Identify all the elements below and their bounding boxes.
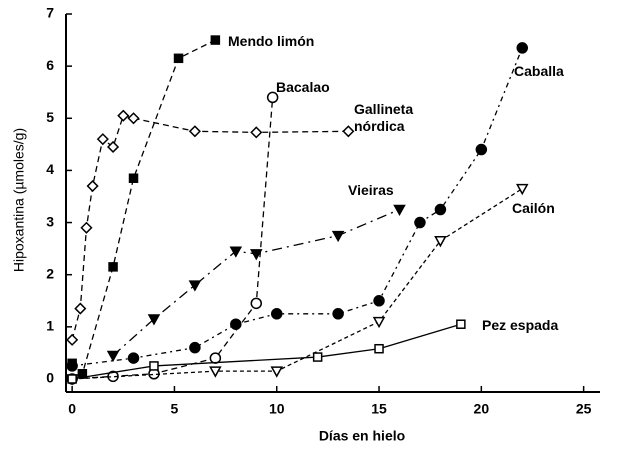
marker <box>189 341 201 354</box>
marker <box>66 360 78 372</box>
series-label: Caballa <box>514 63 564 79</box>
marker <box>331 230 345 243</box>
marker <box>414 216 426 229</box>
x-tick-label: 15 <box>371 401 387 417</box>
marker <box>250 249 263 261</box>
marker <box>250 126 263 139</box>
marker <box>373 295 385 307</box>
marker <box>127 352 140 364</box>
x-tick-label: 5 <box>171 401 179 417</box>
series-label: Pez espada <box>482 317 559 333</box>
marker <box>128 173 139 183</box>
series-line <box>72 323 462 380</box>
marker <box>210 35 221 45</box>
marker <box>106 350 120 363</box>
x-tick-label: 20 <box>474 401 490 417</box>
marker <box>229 246 243 258</box>
series-label-box: Caballa <box>514 63 564 79</box>
marker <box>266 91 279 104</box>
series-label: Bacalao <box>276 79 330 95</box>
marker <box>393 204 406 217</box>
series-label: Gallineta nórdica <box>354 101 414 134</box>
series-line <box>72 188 523 380</box>
marker <box>270 366 284 378</box>
marker <box>117 109 130 122</box>
marker <box>475 143 488 156</box>
marker <box>374 343 384 354</box>
marker <box>173 53 184 64</box>
marker <box>372 316 386 329</box>
series-label: Cailón <box>512 200 555 216</box>
marker <box>434 203 447 216</box>
y-tick-label: 2 <box>46 265 54 281</box>
x-tick-label: 0 <box>68 401 76 417</box>
marker <box>80 221 93 234</box>
series-label-box: Gallineta nórdica <box>354 101 414 134</box>
marker <box>270 308 283 320</box>
series-line <box>112 208 400 356</box>
marker <box>342 125 355 138</box>
marker <box>209 366 222 378</box>
series-line <box>71 114 349 341</box>
series-label-box: Cailón <box>512 200 555 216</box>
marker <box>515 183 529 196</box>
y-tick-label: 1 <box>46 318 54 334</box>
marker <box>312 352 323 362</box>
series-label-box: Mendo limón <box>228 33 315 49</box>
marker <box>86 179 99 193</box>
y-tick-label: 5 <box>46 109 54 125</box>
y-tick-label: 7 <box>46 5 54 21</box>
x-tick-label: 10 <box>269 401 285 417</box>
x-tick-label: 25 <box>576 401 592 417</box>
marker <box>74 302 87 315</box>
series-label-box: Bacalao <box>276 79 330 95</box>
series-line <box>71 39 216 376</box>
y-axis-label: Hipoxantina (µmoles/g) <box>11 128 27 272</box>
marker <box>188 280 202 292</box>
marker <box>106 140 120 154</box>
marker <box>516 42 529 54</box>
y-tick-label: 4 <box>46 161 54 177</box>
series-label-box: Vieiras <box>348 182 394 198</box>
marker <box>209 352 222 364</box>
series-label: Mendo limón <box>228 33 315 49</box>
marker <box>149 361 159 371</box>
marker <box>332 308 344 320</box>
y-tick-label: 3 <box>46 213 54 229</box>
marker <box>66 333 79 346</box>
series-label-box: Pez espada <box>482 317 559 333</box>
series-line <box>72 97 274 380</box>
marker <box>108 262 118 272</box>
marker <box>67 374 77 384</box>
marker <box>230 318 242 330</box>
marker <box>127 112 140 125</box>
marker <box>147 314 161 326</box>
y-tick-label: 6 <box>46 57 54 73</box>
x-axis-label: Días en hielo <box>319 428 405 444</box>
marker <box>456 319 466 329</box>
marker <box>96 133 109 146</box>
series-label: Vieiras <box>348 182 394 198</box>
marker <box>434 236 447 248</box>
marker <box>188 125 201 138</box>
marker <box>250 297 263 310</box>
y-tick-label: 0 <box>46 370 54 386</box>
